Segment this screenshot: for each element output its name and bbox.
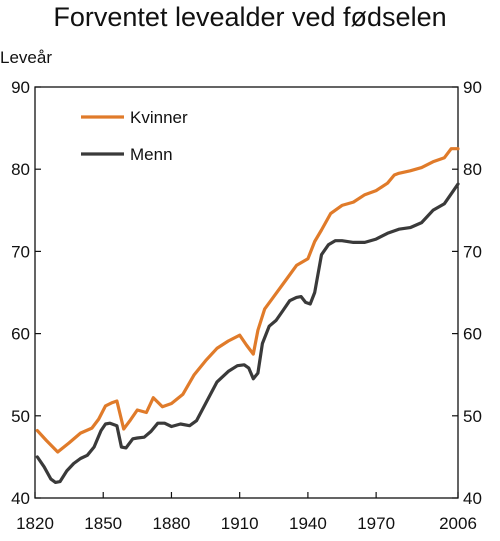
y-tick-label-left: 80 [11,160,30,179]
series-line-menn [35,182,460,484]
legend-label-menn: Menn [130,145,173,164]
y-tick-label-right: 70 [463,242,482,261]
y-tick-label-left: 50 [11,407,30,426]
plot-frame [34,86,459,499]
x-tick-label: 1880 [153,514,191,533]
y-tick-label-left: 90 [11,78,30,97]
legend-label-kvinner: Kvinner [130,108,188,127]
y-tick-label-right: 90 [463,78,482,97]
x-tick-label: 1850 [84,514,122,533]
x-tick-label: 2006 [439,514,477,533]
y-tick-label-right: 60 [463,325,482,344]
x-tick-label: 1820 [16,514,54,533]
y-tick-label-left: 70 [11,242,30,261]
y-tick-label-left: 60 [11,325,30,344]
y-tick-label-right: 40 [463,489,482,508]
y-tick-label-left: 40 [11,489,30,508]
y-tick-label-right: 50 [463,407,482,426]
x-tick-label: 1970 [357,514,395,533]
series-line-kvinner [35,147,460,454]
chart-title: Forventet levealder ved fødselen [53,2,447,32]
x-tick-label: 1910 [221,514,259,533]
y-axis-label: Leveår [0,48,52,67]
x-tick-label: 1940 [289,514,327,533]
y-tick-label-right: 80 [463,160,482,179]
